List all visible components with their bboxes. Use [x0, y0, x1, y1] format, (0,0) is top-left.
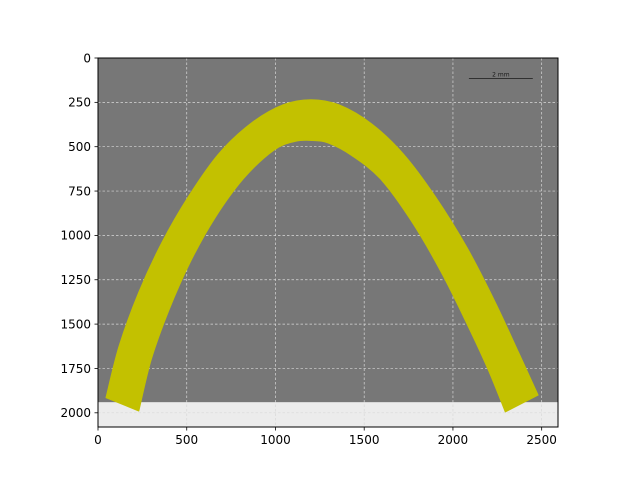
x-tick-label: 1000: [260, 433, 291, 447]
x-tick-label: 500: [175, 433, 198, 447]
y-tick-label: 1500: [60, 317, 91, 331]
y-tick-label: 1250: [60, 273, 91, 287]
x-tick-label: 2000: [438, 433, 469, 447]
axes-frame: [97, 57, 559, 428]
scale-bar-label: 2 mm: [492, 71, 510, 78]
x-tick-label: 0: [94, 433, 102, 447]
y-tick-label: 0: [83, 51, 91, 65]
x-axis: 0 500 1000 1500 2000 2500: [94, 427, 557, 447]
y-tick-label: 1000: [60, 229, 91, 243]
y-tick-label: 250: [68, 96, 91, 110]
overlay-arch: [105, 99, 539, 413]
y-axis: 0 250 500 750 1000 1250 1500 1750 2000: [60, 51, 98, 420]
x-tick-label: 1500: [349, 433, 380, 447]
y-tick-label: 1750: [60, 362, 91, 376]
y-tick-label: 500: [68, 140, 91, 154]
x-tick-label: 2500: [526, 433, 557, 447]
y-tick-label: 750: [68, 184, 91, 198]
y-tick-label: 2000: [60, 406, 91, 420]
